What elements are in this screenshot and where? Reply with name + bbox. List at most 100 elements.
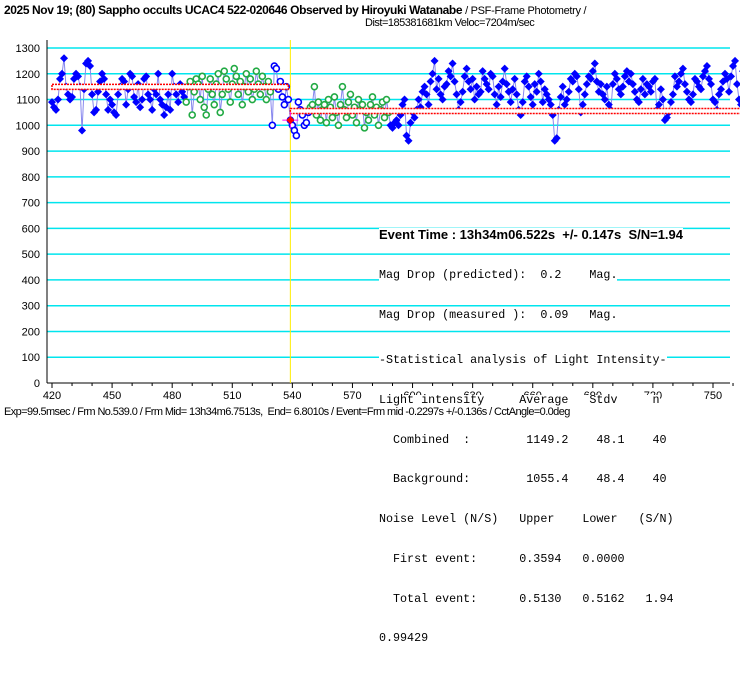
y-tick-label: 1300 bbox=[16, 43, 40, 55]
data-point bbox=[168, 69, 177, 78]
data-point bbox=[268, 121, 277, 130]
stats-heading: -Statistical analysis of Light Intensity… bbox=[379, 353, 667, 368]
data-point bbox=[702, 62, 711, 71]
data-point bbox=[380, 113, 389, 122]
data-point bbox=[406, 118, 415, 127]
data-point bbox=[468, 74, 477, 83]
data-point bbox=[238, 100, 247, 109]
data-point bbox=[222, 75, 231, 83]
data-point bbox=[504, 87, 513, 96]
data-point bbox=[264, 77, 273, 86]
data-point bbox=[688, 90, 697, 99]
data-point bbox=[414, 95, 423, 104]
data-point bbox=[717, 85, 726, 94]
data-point bbox=[568, 77, 577, 86]
data-point bbox=[182, 98, 191, 106]
data-point bbox=[678, 64, 687, 73]
data-point bbox=[394, 121, 403, 130]
data-point bbox=[530, 80, 539, 89]
event-point bbox=[286, 116, 295, 125]
y-tick-label: 100 bbox=[22, 352, 40, 364]
data-point bbox=[294, 98, 303, 106]
data-point bbox=[216, 108, 225, 117]
data-point bbox=[196, 95, 205, 104]
event-time: Event Time : 13h34m06.522s +/- 0.147s S/… bbox=[379, 227, 684, 242]
data-point bbox=[578, 100, 587, 109]
y-tick-label: 1200 bbox=[16, 69, 40, 81]
y-tick-label: 500 bbox=[22, 249, 40, 261]
data-point bbox=[510, 74, 519, 83]
data-point bbox=[328, 113, 337, 122]
chart-title: 2025 Nov 19; (80) Sappho occults UCAC4 5… bbox=[4, 3, 587, 18]
mag-drop-predicted: Mag Drop (predicted): 0.2 Mag. bbox=[379, 268, 618, 282]
data-point bbox=[674, 77, 683, 86]
data-point bbox=[634, 98, 643, 107]
data-point bbox=[152, 90, 161, 99]
data-point bbox=[60, 54, 69, 63]
x-tick-label: 510 bbox=[223, 390, 241, 402]
data-point bbox=[476, 87, 485, 96]
data-point bbox=[366, 100, 375, 109]
y-tick-label: 300 bbox=[22, 301, 40, 313]
data-point bbox=[230, 64, 239, 73]
data-point bbox=[426, 77, 435, 86]
data-point bbox=[86, 62, 95, 71]
data-point bbox=[246, 75, 255, 83]
data-point bbox=[276, 77, 285, 86]
data-point bbox=[574, 85, 583, 94]
data-point bbox=[646, 87, 655, 96]
data-point bbox=[88, 90, 97, 99]
data-point bbox=[148, 105, 157, 114]
y-tick-label: 200 bbox=[22, 326, 40, 338]
data-point bbox=[580, 90, 589, 99]
data-point bbox=[342, 113, 351, 122]
data-point bbox=[508, 85, 517, 94]
data-point bbox=[308, 100, 317, 109]
data-point bbox=[536, 77, 545, 86]
data-point bbox=[696, 85, 705, 94]
y-tick-label: 1100 bbox=[16, 95, 40, 107]
data-point bbox=[234, 90, 243, 99]
data-point bbox=[452, 90, 461, 99]
data-point bbox=[496, 92, 505, 101]
data-point bbox=[164, 90, 173, 99]
data-point bbox=[428, 69, 437, 78]
data-point bbox=[636, 85, 645, 94]
data-point bbox=[186, 77, 195, 86]
data-point bbox=[346, 90, 355, 99]
data-point bbox=[166, 105, 175, 114]
data-point bbox=[524, 82, 533, 91]
data-point bbox=[564, 87, 573, 96]
data-point bbox=[618, 82, 627, 91]
data-point bbox=[488, 72, 497, 81]
data-point bbox=[472, 82, 481, 91]
data-point bbox=[608, 80, 617, 89]
data-point bbox=[522, 72, 531, 81]
data-point bbox=[502, 80, 511, 89]
data-point bbox=[518, 98, 527, 107]
data-point bbox=[638, 74, 647, 83]
data-point bbox=[198, 72, 207, 81]
data-point bbox=[494, 82, 503, 91]
data-point bbox=[737, 101, 740, 108]
data-point bbox=[208, 90, 217, 99]
data-point bbox=[434, 74, 443, 83]
data-point bbox=[558, 82, 567, 91]
data-point bbox=[202, 111, 211, 119]
data-point bbox=[188, 111, 197, 119]
data-point bbox=[368, 93, 377, 101]
data-point bbox=[232, 72, 241, 81]
data-point bbox=[682, 87, 691, 96]
data-point bbox=[727, 72, 736, 81]
data-point bbox=[706, 80, 715, 89]
y-tick-label: 400 bbox=[22, 275, 40, 287]
data-point bbox=[602, 82, 611, 91]
data-point bbox=[374, 121, 383, 130]
data-point bbox=[92, 105, 101, 114]
data-point bbox=[456, 98, 465, 107]
data-point bbox=[731, 56, 740, 65]
data-point bbox=[330, 93, 339, 101]
data-point bbox=[556, 92, 565, 101]
data-point bbox=[78, 126, 87, 135]
data-point bbox=[458, 87, 467, 96]
